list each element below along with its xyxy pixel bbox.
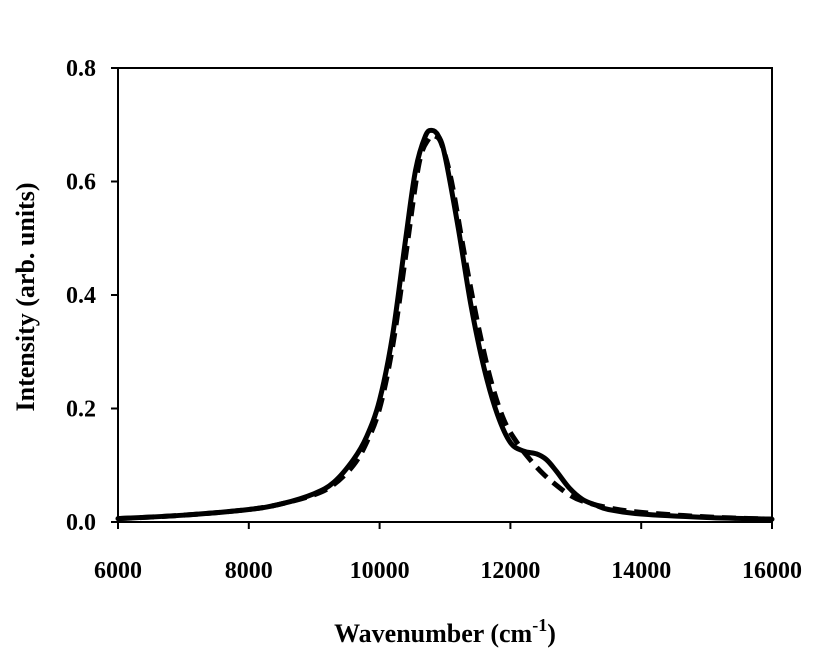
plot-frame: [117, 67, 773, 523]
x-tick-label: 12000: [480, 558, 540, 584]
y-tick-label: 0.6: [66, 170, 96, 196]
x-axis-title-end: ): [547, 619, 556, 648]
series-line-dashed: [117, 132, 773, 522]
plot-area: [115, 127, 775, 522]
x-tick-label: 16000: [742, 558, 802, 584]
x-axis-title-main: Wavenumber (cm: [334, 619, 532, 648]
x-axis-title: Wavenumber (cm-1): [334, 615, 556, 648]
y-tick-label: 0.4: [66, 283, 96, 309]
y-axis-title: Intensity (arb. units): [11, 183, 40, 412]
series-line-solid: [115, 127, 775, 522]
y-tick-label: 0.0: [66, 510, 96, 536]
axis-ticks: 6000 8000 10000 12000 14000 16000 0.0 0.2 0.4 0.6…: [66, 56, 802, 584]
x-tick-label: 14000: [611, 558, 671, 584]
x-tick-label: 8000: [225, 558, 273, 584]
y-tick-label: 0.2: [66, 397, 96, 423]
y-tick-label: 0.8: [66, 56, 96, 82]
x-tick-label: 10000: [350, 558, 410, 584]
x-axis-title-superscript: -1: [532, 615, 547, 635]
x-tick-label: 6000: [94, 558, 142, 584]
